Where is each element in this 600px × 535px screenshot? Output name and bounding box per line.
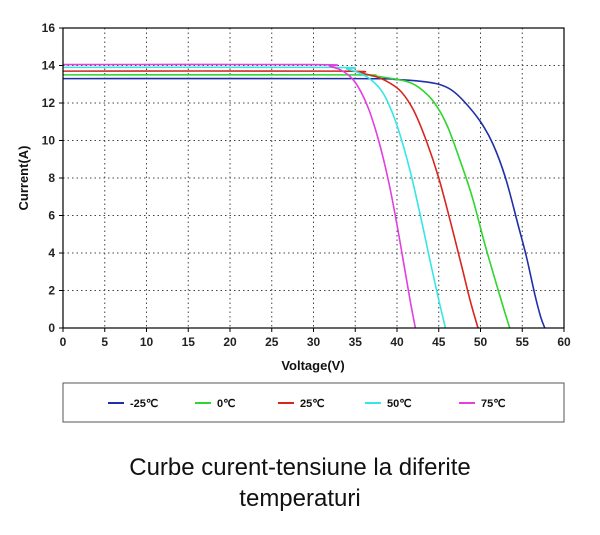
y-tick-label: 16: [42, 21, 56, 35]
y-tick-label: 14: [42, 59, 56, 73]
legend-box: [62, 382, 565, 423]
series-line-4: [62, 63, 417, 329]
x-tick-label: 35: [349, 335, 363, 349]
x-tick-label: 50: [474, 335, 488, 349]
legend-label-1: 0℃: [217, 398, 235, 410]
x-tick-label: 15: [182, 335, 196, 349]
y-tick-label: 8: [48, 171, 55, 185]
x-tick-label: 10: [140, 335, 154, 349]
x-tick-label: 0: [60, 335, 67, 349]
y-tick-label: 10: [42, 134, 56, 148]
caption-line-1: Curbe curent-tensiune la diferite: [129, 454, 471, 481]
x-tick-label: 5: [101, 335, 108, 349]
y-tick-label: 12: [42, 96, 56, 110]
y-tick-label: 6: [48, 209, 55, 223]
x-tick-label: 55: [516, 335, 530, 349]
x-axis-label: Voltage(V): [281, 358, 344, 373]
iv-curve-chart: 0 5 10 15 20 25 30 35 40 45 50 55 60 0 2 4 6 8 10 12 14 16 V…: [16, 21, 571, 423]
x-tick-label: 40: [390, 335, 404, 349]
legend-label-2: 25℃: [300, 398, 325, 410]
legend-label-4: 75℃: [481, 398, 506, 410]
caption-line-2: temperaturi: [239, 485, 361, 512]
x-tick-label: 25: [265, 335, 279, 349]
x-tick-label: 30: [307, 335, 321, 349]
legend-label-3: 50℃: [387, 398, 412, 410]
series-lines: [62, 63, 546, 329]
y-axis-ticks: 0 2 4 6 8 10 12 14 16: [42, 21, 63, 335]
legend: -25℃ 0℃ 25℃ 50℃ 75℃: [108, 398, 506, 410]
x-tick-label: 60: [557, 335, 571, 349]
series-line-1: [62, 74, 511, 329]
y-tick-label: 2: [48, 284, 55, 298]
y-tick-label: 4: [48, 246, 55, 260]
x-tick-label: 20: [223, 335, 237, 349]
y-tick-label: 0: [48, 321, 55, 335]
x-tick-label: 45: [432, 335, 446, 349]
legend-label-0: -25℃: [130, 398, 158, 410]
x-axis-ticks: 0 5 10 15 20 25 30 35 40 45 50 55 60: [60, 328, 571, 349]
figure-caption: Curbe curent-tensiune la diferite temper…: [0, 452, 600, 514]
y-axis-label: Current(A): [16, 146, 31, 211]
series-line-2: [62, 70, 479, 329]
